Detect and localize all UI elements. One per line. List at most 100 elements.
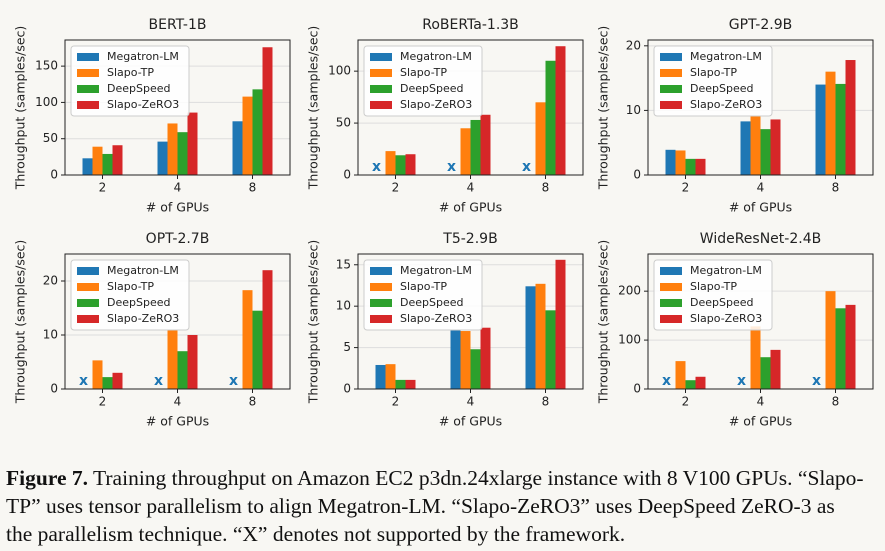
bar [675, 150, 686, 175]
value-label: x [447, 159, 456, 175]
y-axis-label: Throughput (samples/sec) [13, 26, 28, 191]
bar [157, 141, 168, 175]
y-tick-label: 0 [633, 168, 641, 182]
bar [835, 308, 846, 389]
y-tick-label: 10 [336, 299, 351, 313]
bar [92, 360, 103, 389]
x-tick-label: 8 [542, 395, 550, 409]
bar [82, 158, 93, 175]
bar [460, 331, 471, 389]
bar [825, 291, 836, 389]
bar [252, 89, 263, 175]
x-axis-label: # of GPUs [146, 200, 209, 215]
bar [187, 112, 198, 175]
legend-swatch [660, 85, 682, 93]
bar [835, 83, 846, 175]
y-tick-label: 0 [50, 382, 58, 396]
legend-swatch [660, 267, 682, 275]
y-tick-label: 100 [328, 64, 351, 78]
x-tick-label: 2 [99, 395, 107, 409]
bar [470, 349, 481, 389]
bar [242, 290, 253, 389]
chart-title: GPT-2.9B [729, 17, 792, 33]
bar [102, 377, 113, 389]
x-axis-label: # of GPUs [729, 414, 792, 429]
legend-swatch [77, 283, 99, 291]
bar [740, 121, 751, 175]
bar [395, 379, 406, 389]
bar [535, 102, 546, 175]
caption: Figure 7. Training throughput on Amazon … [6, 464, 866, 548]
x-tick-label: 8 [249, 395, 257, 409]
bar [695, 376, 706, 389]
bar [460, 128, 471, 175]
bar [675, 361, 686, 389]
bar [825, 71, 836, 175]
value-label: x [812, 373, 821, 389]
x-tick-label: 8 [249, 181, 257, 195]
legend-label: Slapo-TP [400, 280, 447, 293]
legend-swatch [660, 69, 682, 77]
value-label: x [737, 373, 746, 389]
y-tick-label: 100 [618, 333, 641, 347]
legend-label: Slapo-ZeRO3 [400, 312, 472, 325]
legend-swatch [77, 85, 99, 93]
legend-box [653, 259, 773, 331]
x-tick-label: 8 [832, 181, 840, 195]
legend-swatch [660, 299, 682, 307]
legend-label: Slapo-TP [690, 280, 737, 293]
bar [112, 372, 123, 389]
legend-box [70, 259, 190, 331]
caption-label: Figure 7. [6, 466, 89, 490]
bar [252, 310, 263, 389]
legend-label: DeepSpeed [107, 296, 170, 309]
y-tick-label: 50 [336, 116, 351, 130]
legend-label: Slapo-TP [107, 66, 154, 79]
y-tick-label: 0 [343, 168, 351, 182]
bar [750, 326, 761, 389]
legend-box [363, 259, 483, 331]
bar [760, 357, 771, 389]
x-tick-label: 8 [832, 395, 840, 409]
legend-swatch [660, 283, 682, 291]
bar [242, 96, 253, 175]
legend-swatch [77, 315, 99, 323]
axes-frame [64, 253, 291, 390]
y-axis-label: Throughput (samples/sec) [13, 240, 28, 405]
x-axis-label: # of GPUs [729, 200, 792, 215]
x-tick-label: 4 [757, 395, 765, 409]
y-tick-label: 15 [336, 257, 351, 271]
legend-swatch [77, 299, 99, 307]
bar [470, 119, 481, 175]
bar [545, 310, 556, 389]
bar [695, 158, 706, 175]
legend-swatch [77, 101, 99, 109]
x-tick-label: 8 [542, 181, 550, 195]
x-tick-label: 4 [174, 181, 182, 195]
legend-label: Slapo-ZeRO3 [107, 312, 179, 325]
bar [665, 149, 676, 175]
y-tick-label: 150 [35, 59, 58, 73]
legend-swatch [370, 315, 392, 323]
legend-swatch [77, 267, 99, 275]
y-tick-label: 0 [343, 382, 351, 396]
legend-swatch [370, 85, 392, 93]
legend-swatch [660, 315, 682, 323]
y-tick-label: 20 [626, 38, 641, 52]
legend-swatch [660, 101, 682, 109]
y-axis-label: Throughput (samples/sec) [306, 240, 321, 405]
bar [405, 379, 416, 389]
legend-label: Slapo-TP [400, 66, 447, 79]
chart-title: RoBERTa-1.3B [422, 17, 519, 33]
bar [535, 283, 546, 389]
bar [750, 115, 761, 175]
legend-label: Megatron-LM [400, 50, 472, 63]
x-tick-label: 2 [392, 181, 400, 195]
bar [480, 114, 491, 175]
legend-label: DeepSpeed [400, 82, 463, 95]
legend-label: Slapo-ZeRO3 [690, 312, 762, 325]
x-tick-label: 2 [99, 181, 107, 195]
axes-frame [357, 39, 584, 176]
